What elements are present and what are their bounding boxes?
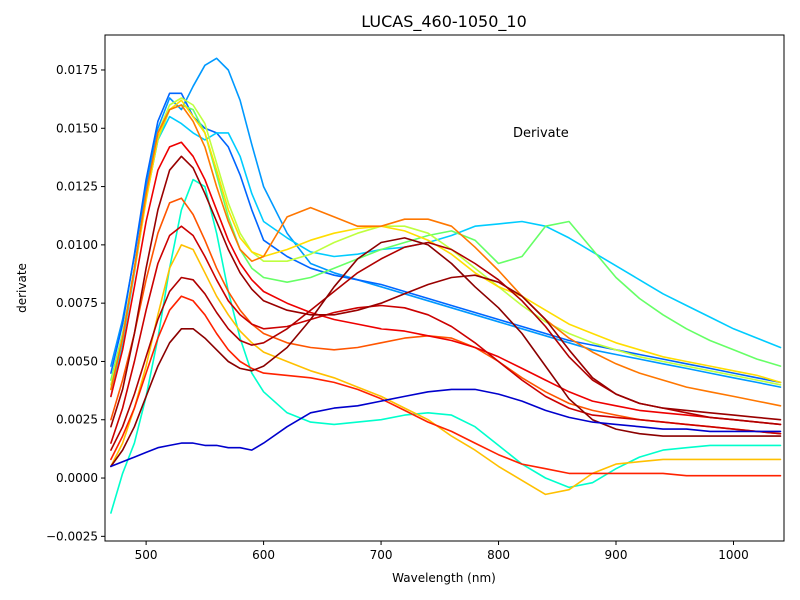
y-tick-label: 0.0175	[56, 63, 98, 77]
y-tick-label: 0.0050	[56, 354, 98, 368]
x-tick-label: 900	[605, 548, 628, 562]
series-line-8	[110, 244, 782, 496]
series-line-7	[110, 99, 782, 391]
annotation-derivate: Derivate	[513, 126, 569, 141]
series-line-3	[110, 115, 782, 398]
x-tick-label: 500	[135, 548, 158, 562]
y-tick-label: 0.0025	[56, 413, 98, 427]
series-line-12	[110, 141, 782, 426]
series-line-17	[110, 388, 782, 468]
plot-frame	[104, 34, 785, 542]
series-line-6	[110, 97, 782, 386]
series-layer	[110, 57, 782, 514]
series-line-2	[110, 92, 782, 384]
y-tick-label: 0.0100	[56, 238, 98, 252]
x-axis-label: Wavelength (nm)	[392, 571, 496, 585]
y-tick-label: 0.0125	[56, 180, 98, 194]
series-line-1	[110, 57, 782, 388]
tick-layer: 500 600 700 800 900 1000 −0.0025 0.0000 0.0025 0.…	[46, 63, 749, 562]
x-tick-label: 600	[252, 548, 275, 562]
y-tick-label: −0.0025	[46, 529, 98, 543]
y-tick-label: 0.0150	[56, 121, 98, 135]
y-tick-label: 0.0075	[56, 296, 98, 310]
x-tick-label: 700	[370, 548, 393, 562]
y-tick-label: 0.0000	[56, 471, 98, 485]
series-line-11	[110, 295, 782, 477]
chart-title: LUCAS_460-1050_10	[361, 12, 527, 32]
series-line-15	[110, 155, 782, 428]
series-line-9	[110, 104, 782, 407]
series-line-4	[110, 178, 782, 514]
x-tick-label: 800	[487, 548, 510, 562]
series-line-16	[110, 237, 782, 468]
y-axis-label: derivate	[15, 263, 29, 313]
x-tick-label: 1000	[718, 548, 749, 562]
